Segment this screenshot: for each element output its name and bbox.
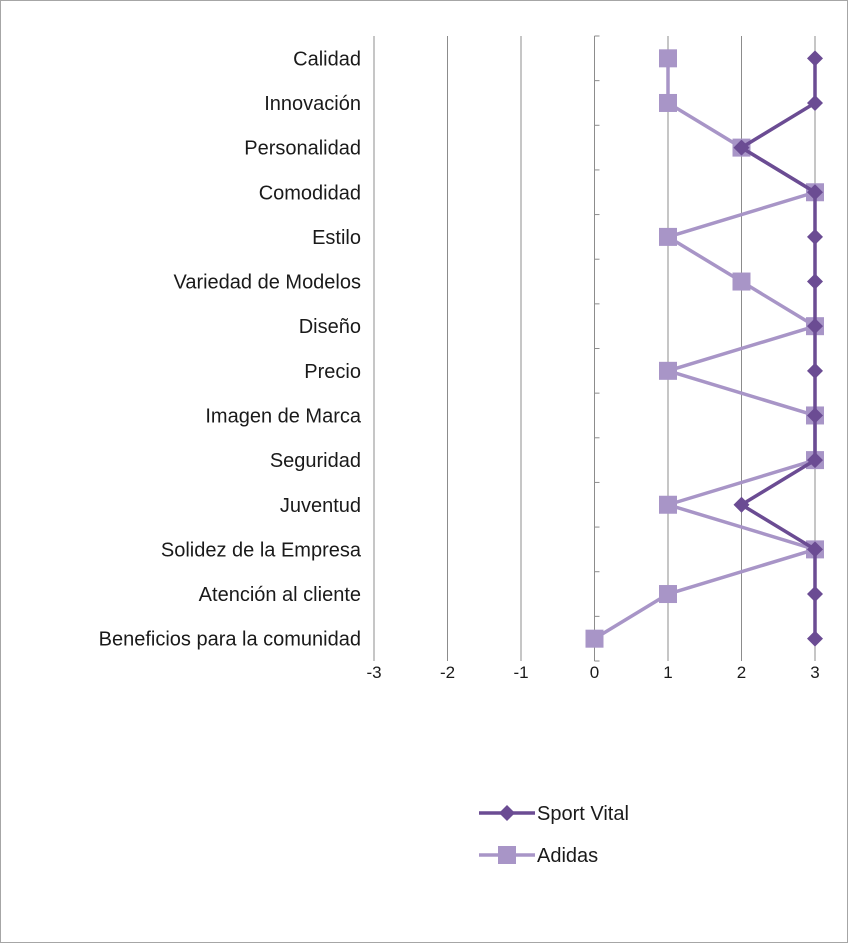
data-point-adidas-estilo [659, 227, 677, 246]
category-label-diseno: Diseño [299, 316, 361, 338]
x-tick-label: 2 [737, 663, 746, 682]
category-label-seguridad: Seguridad [270, 450, 361, 472]
category-label-juventud: Juventud [280, 495, 361, 517]
data-point-sport-vital-calidad [807, 50, 823, 67]
legend-label-sport-vital: Sport Vital [537, 803, 629, 825]
category-label-solidez-de-la-empresa: Solidez de la Empresa [161, 539, 362, 561]
data-point-adidas-calidad [659, 49, 677, 68]
legend-item-sport-vital: Sport Vital [479, 803, 629, 825]
data-point-adidas-atencion-al-cliente [659, 585, 677, 604]
category-label-estilo: Estilo [312, 227, 361, 249]
data-point-sport-vital-beneficios-para-la-comunidad [807, 630, 823, 647]
data-point-sport-vital-variedad-de-modelos [807, 273, 823, 290]
data-point-sport-vital-atencion-al-cliente [807, 586, 823, 603]
data-point-adidas-innovacion [659, 93, 677, 112]
data-point-sport-vital-estilo [807, 228, 823, 245]
category-label-innovacion: Innovación [264, 93, 361, 115]
data-point-adidas-precio [659, 361, 677, 380]
legend-marker-adidas [498, 846, 516, 864]
data-point-sport-vital-comodidad [807, 184, 823, 201]
data-point-sport-vital-seguridad [807, 452, 823, 469]
data-point-sport-vital-personalidad [733, 139, 750, 156]
legend-marker-sport-vital [499, 805, 515, 821]
data-point-adidas-variedad-de-modelos [732, 272, 751, 291]
legend: Sport Vital Adidas [479, 803, 629, 867]
series-adidas [585, 49, 824, 648]
x-tick-label: -3 [366, 663, 381, 682]
x-tick-label: 1 [663, 663, 672, 682]
category-label-variedad-de-modelos: Variedad de Modelos [173, 272, 361, 294]
category-label-calidad: Calidad [293, 48, 361, 70]
series-line-sport-vital [739, 58, 817, 639]
category-label-precio: Precio [304, 361, 361, 383]
data-point-sport-vital-innovacion [807, 94, 823, 111]
axes [594, 35, 600, 662]
data-point-sport-vital-juventud [733, 496, 750, 513]
x-tick-label: -1 [513, 663, 528, 682]
series-line-adidas [593, 58, 817, 641]
category-label-personalidad: Personalidad [244, 138, 361, 160]
category-label-beneficios-para-la-comunidad: Beneficios para la comunidad [99, 629, 361, 651]
data-point-sport-vital-solidez-de-la-empresa [807, 541, 823, 558]
data-point-sport-vital-precio [807, 362, 823, 379]
category-label-atencion-al-cliente: Atención al cliente [199, 584, 361, 606]
x-tick-label: 3 [810, 663, 819, 682]
legend-item-adidas: Adidas [479, 845, 598, 867]
data-point-sport-vital-diseno [807, 318, 823, 335]
x-tick-label: -2 [440, 663, 455, 682]
data-point-adidas-juventud [659, 495, 677, 514]
x-tick-labels: -3 -2 -1 0 1 2 3 [366, 663, 819, 682]
series [585, 49, 824, 648]
series-sport-vital [733, 50, 823, 647]
x-tick-label: 0 [590, 663, 599, 682]
category-labels: Calidad Innovación Personalidad Comodidad Es… [99, 48, 362, 650]
data-point-adidas-beneficios-para-la-comunidad [585, 629, 604, 648]
category-label-imagen-de-marca: Imagen de Marca [205, 405, 362, 427]
data-point-sport-vital-imagen-de-marca [807, 407, 823, 424]
category-label-comodidad: Comodidad [259, 182, 361, 204]
legend-label-adidas: Adidas [537, 845, 598, 867]
